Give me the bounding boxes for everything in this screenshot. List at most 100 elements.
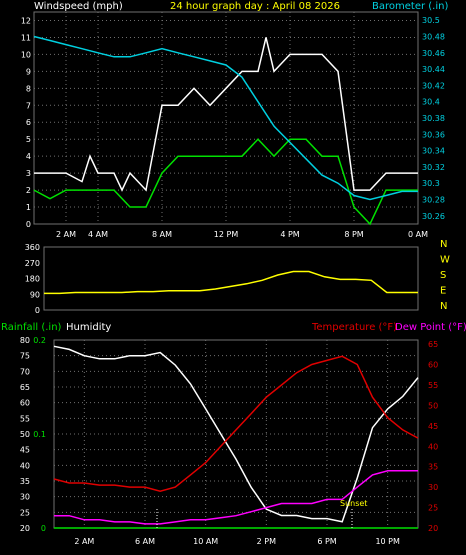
y2-tick-label: 30.5 xyxy=(422,16,440,25)
direction-y-axis: 0 90 180 270 360 xyxy=(25,243,40,315)
panel-wind-series xyxy=(33,35,418,226)
humidity-tick-label: 60 xyxy=(20,399,30,408)
compass-letter: S xyxy=(440,270,446,281)
y-tick-label: 10 xyxy=(21,50,31,59)
series-direction xyxy=(44,270,418,295)
dewpoint-title: Dew Point (°F) xyxy=(395,322,466,333)
panel-temp-series xyxy=(53,345,419,529)
direction-tick-label: 360 xyxy=(25,243,40,252)
x-tick-label: 10 AM xyxy=(193,537,218,546)
y2-tick-label: 30.38 xyxy=(422,114,445,123)
rain-tick-label: 0 xyxy=(41,524,46,533)
series-humidity xyxy=(53,345,419,523)
temperature-tick-label: 30 xyxy=(428,483,438,492)
x-tick-label: 0 AM xyxy=(408,230,428,239)
x-tick-label: 6 AM xyxy=(135,537,155,546)
graph-title: 24 hour graph day : April 08 2026 xyxy=(170,1,340,12)
barometer-y-axis: 30.26 30.28 30.3 30.32 30.34 30.36 30.38 30.4 30… xyxy=(422,16,445,221)
temperature-y-axis: 20 25 30 35 40 45 50 55 60 65 xyxy=(428,340,438,533)
x-tick-label: 4 PM xyxy=(280,230,299,239)
compass-letter: N xyxy=(440,301,447,312)
y-tick-label: 9 xyxy=(26,67,31,76)
y-tick-label: 4 xyxy=(26,152,31,161)
series-wind-gust xyxy=(34,37,418,192)
y-tick-label: 1 xyxy=(26,203,31,212)
rainfall-title: Rainfall (.in) xyxy=(1,322,62,333)
humidity-tick-label: 70 xyxy=(20,367,30,376)
compass-letter: W xyxy=(440,255,450,266)
temperature-tick-label: 45 xyxy=(428,422,438,431)
rain-y-axis: 0 0.1 0.2 xyxy=(33,336,46,533)
temperature-tick-label: 35 xyxy=(428,463,438,472)
y2-tick-label: 30.44 xyxy=(422,65,445,74)
y2-tick-label: 30.28 xyxy=(422,196,445,205)
rain-tick-label: 0.1 xyxy=(33,430,46,439)
panel-direction-series xyxy=(44,270,418,295)
temperature-tick-label: 25 xyxy=(428,504,438,513)
y-tick-label: 11 xyxy=(21,33,31,42)
barometer-title: Barometer (.in) xyxy=(372,1,448,12)
humidity-y-axis: 20 25 30 35 40 45 50 55 60 65 70 75 80 xyxy=(20,336,30,533)
y2-tick-label: 30.42 xyxy=(422,81,445,90)
y-tick-label: 0 xyxy=(26,220,31,229)
humidity-tick-label: 25 xyxy=(20,508,30,517)
y2-tick-label: 30.48 xyxy=(422,32,445,41)
humidity-tick-label: 35 xyxy=(20,477,30,486)
humidity-tick-label: 75 xyxy=(20,352,30,361)
direction-tick-label: 0 xyxy=(35,306,40,315)
series-dew-point xyxy=(54,470,418,525)
y2-tick-label: 30.32 xyxy=(422,163,445,172)
temperature-title: Temperature (°F) xyxy=(311,322,397,333)
y2-tick-label: 30.26 xyxy=(422,212,445,221)
temperature-tick-label: 40 xyxy=(428,442,438,451)
humidity-tick-label: 50 xyxy=(20,430,30,439)
temperature-tick-label: 20 xyxy=(428,524,438,533)
humidity-title: Humidity xyxy=(66,322,111,333)
y-tick-label: 7 xyxy=(26,101,31,110)
humidity-tick-label: 80 xyxy=(20,336,30,345)
humidity-tick-label: 55 xyxy=(20,414,30,423)
temperature-tick-label: 55 xyxy=(428,381,438,390)
series-wind-speed xyxy=(33,138,418,226)
compass-letter: E xyxy=(440,286,446,297)
temperature-tick-label: 60 xyxy=(428,361,438,370)
x-tick-label: 8 AM xyxy=(152,230,172,239)
wind-x-axis: 2 AM 4 AM 8 AM 12 PM 4 PM 8 PM 0 AM xyxy=(56,230,428,239)
y2-tick-label: 30.36 xyxy=(422,130,445,139)
y-tick-label: 5 xyxy=(26,135,31,144)
y-tick-label: 8 xyxy=(26,84,31,93)
direction-tick-label: 180 xyxy=(25,275,40,284)
rain-tick-label: 0.2 xyxy=(33,336,46,345)
humidity-tick-label: 20 xyxy=(20,524,30,533)
panel-direction-frame xyxy=(43,246,419,311)
y2-tick-label: 30.3 xyxy=(422,179,440,188)
y-tick-label: 2 xyxy=(26,186,31,195)
temperature-tick-label: 65 xyxy=(428,340,438,349)
x-tick-label: 2 AM xyxy=(74,537,94,546)
windspeed-title: Windspeed (mph) xyxy=(34,1,123,12)
direction-tick-label: 90 xyxy=(30,290,40,299)
y-tick-label: 3 xyxy=(26,169,31,178)
humidity-tick-label: 30 xyxy=(20,493,30,502)
x-tick-label: 4 AM xyxy=(88,230,108,239)
y2-tick-label: 30.46 xyxy=(422,49,445,58)
direction-tick-label: 270 xyxy=(25,259,40,268)
series-barometer xyxy=(33,35,418,201)
y-tick-label: 12 xyxy=(21,16,31,25)
temperature-tick-label: 50 xyxy=(428,401,438,410)
x-tick-label: 6 PM xyxy=(317,537,336,546)
series-temperature xyxy=(53,355,419,492)
x-tick-label: 2 AM xyxy=(56,230,76,239)
y2-tick-label: 30.4 xyxy=(422,98,440,107)
y-tick-label: 6 xyxy=(26,118,31,127)
humidity-tick-label: 65 xyxy=(20,383,30,392)
compass-letter: N xyxy=(440,239,447,250)
humidity-tick-label: 40 xyxy=(20,461,30,470)
y2-tick-label: 30.34 xyxy=(422,147,445,156)
sunset-label: Sunset xyxy=(340,499,367,508)
panel-wind-grid xyxy=(34,12,419,225)
x-tick-label: 10 PM xyxy=(375,537,400,546)
